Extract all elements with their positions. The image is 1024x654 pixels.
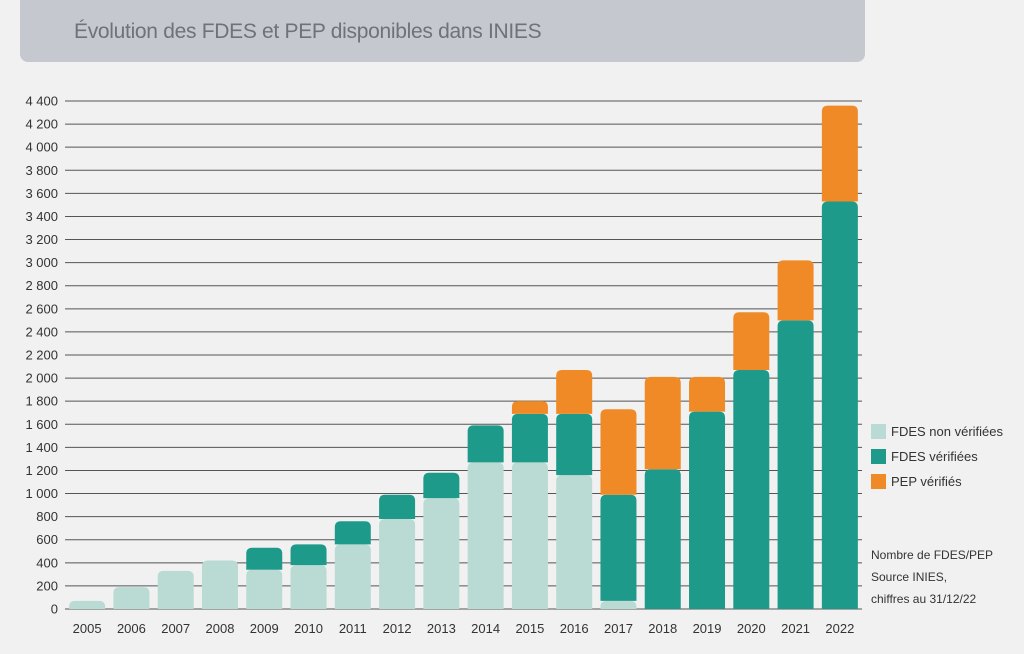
bar-segment	[777, 320, 814, 609]
y-tick-label: 0	[51, 602, 58, 617]
y-tick-label: 4 200	[25, 117, 58, 132]
x-tick-label: 2021	[781, 621, 810, 636]
y-tick-label: 600	[36, 532, 58, 547]
y-tick-label: 1 800	[25, 394, 58, 409]
x-tick-label: 2017	[604, 621, 633, 636]
source-note: Nombre de FDES/PEP Source INIES, chiffres …	[871, 548, 993, 606]
x-axis-ticks: 2005 2006 2007 2008 2009 2010 2011 2012 2013 2014…	[73, 621, 855, 636]
x-tick-label: 2020	[737, 621, 766, 636]
x-tick-label: 2005	[73, 621, 102, 636]
y-axis-ticks: 0 200 400 600 800 1 000 1 200 1 400 1 600 1 800 2 …	[25, 94, 58, 617]
grid-lines	[65, 100, 862, 610]
bar-segment	[69, 600, 106, 609]
y-tick-label: 1 200	[25, 463, 58, 478]
legend-swatch	[871, 474, 886, 489]
bar-segment	[821, 105, 858, 202]
y-tick-label: 3 400	[25, 209, 58, 224]
bar-segment	[556, 475, 593, 609]
legend-label: FDES non vérifiées	[891, 424, 1003, 439]
note-line: Nombre de FDES/PEP	[871, 548, 993, 562]
bar-segment	[423, 472, 460, 499]
y-tick-label: 1 400	[25, 440, 58, 455]
bar-segment	[511, 413, 548, 463]
bar-segment	[600, 494, 637, 601]
x-tick-label: 2015	[515, 621, 544, 636]
bar-segment	[821, 201, 858, 610]
y-tick-label: 200	[36, 578, 58, 593]
y-tick-label: 3 800	[25, 163, 58, 178]
y-tick-label: 4 400	[25, 94, 58, 109]
legend-label: PEP vérifiés	[891, 474, 962, 489]
legend-swatch	[871, 449, 886, 464]
bar-segment	[511, 401, 548, 414]
bar-segment	[334, 544, 371, 609]
x-tick-label: 2007	[161, 621, 190, 636]
x-tick-label: 2011	[339, 621, 367, 636]
y-tick-label: 400	[36, 555, 58, 570]
x-tick-label: 2018	[648, 621, 677, 636]
bar-segment	[157, 570, 194, 609]
y-tick-label: 3 200	[25, 232, 58, 247]
bar-segment	[423, 498, 460, 609]
bar-segment	[777, 260, 814, 321]
bar-segment	[246, 547, 283, 570]
bar-segment	[600, 409, 637, 495]
legend-label: FDES vérifiées	[891, 449, 978, 464]
bar-segment	[290, 544, 327, 566]
bar-segment	[201, 560, 238, 609]
bar-segment	[689, 376, 726, 412]
y-tick-label: 1 000	[25, 486, 58, 501]
x-tick-label: 2008	[206, 621, 235, 636]
bar-segment	[467, 462, 504, 609]
x-tick-label: 2012	[383, 621, 412, 636]
bar-segment	[556, 413, 593, 476]
x-tick-label: 2009	[250, 621, 279, 636]
x-tick-label: 2022	[825, 621, 854, 636]
y-tick-label: 2 000	[25, 371, 58, 386]
bar-segment	[290, 565, 327, 609]
bar-segment	[334, 521, 371, 545]
x-tick-label: 2010	[294, 621, 323, 636]
y-tick-label: 3 600	[25, 186, 58, 201]
chart-title: Évolution des FDES et PEP disponibles da…	[74, 20, 542, 43]
bar-segment	[467, 425, 504, 463]
bar-segment	[113, 587, 150, 609]
y-tick-label: 2 800	[25, 278, 58, 293]
chart-title-bar: Évolution des FDES et PEP disponibles da…	[20, 0, 865, 62]
y-tick-label: 4 000	[25, 140, 58, 155]
legend: FDES non vérifiées FDES vérifiées PEP véri…	[871, 424, 1003, 489]
y-tick-label: 3 000	[25, 255, 58, 270]
x-tick-label: 2013	[427, 621, 456, 636]
x-tick-label: 2014	[471, 621, 500, 636]
y-tick-label: 1 600	[25, 417, 58, 432]
bar-segment	[246, 569, 283, 609]
x-tick-label: 2016	[560, 621, 589, 636]
note-line: Source INIES,	[871, 570, 947, 584]
bar-segment	[556, 370, 593, 414]
note-line: chiffres au 31/12/22	[871, 592, 977, 606]
bar-segment	[379, 494, 416, 519]
bar-segment	[644, 469, 681, 609]
y-tick-label: 2 600	[25, 301, 58, 316]
bar-segment	[689, 411, 726, 609]
x-tick-label: 2006	[117, 621, 146, 636]
bars	[69, 105, 858, 610]
y-tick-label: 800	[36, 509, 58, 524]
bar-segment	[644, 376, 681, 470]
bar-segment	[511, 462, 548, 609]
x-tick-label: 2019	[693, 621, 722, 636]
bar-segment	[600, 600, 637, 609]
y-tick-label: 2 400	[25, 324, 58, 339]
y-tick-label: 2 200	[25, 348, 58, 363]
bar-segment	[379, 518, 416, 609]
bar-segment	[733, 312, 770, 371]
legend-swatch	[871, 424, 886, 439]
bar-segment	[733, 370, 770, 609]
